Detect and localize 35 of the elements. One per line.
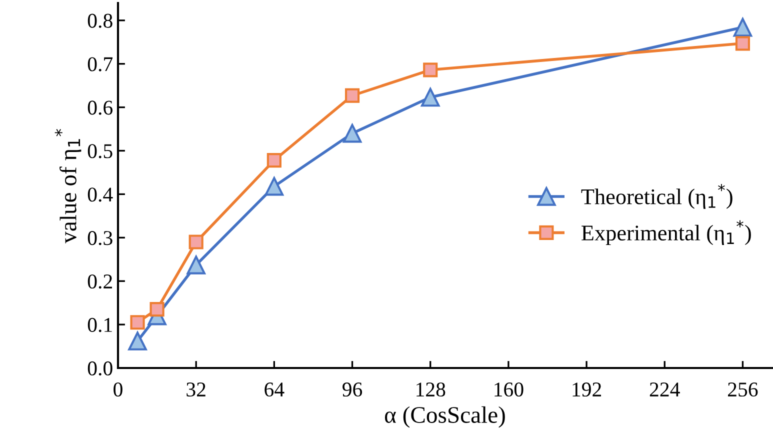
y-tick-label: 0.5	[88, 144, 112, 158]
y-tick-label: 0.2	[88, 274, 112, 289]
y-tick-label: 0.3	[88, 231, 112, 246]
legend-label: Experimental (η$_{1}$$^{*}$)	[582, 220, 751, 246]
y-tick-label: 0.7	[88, 57, 113, 72]
x-tick-label: 160	[494, 382, 524, 397]
y-tick-label: 0.6	[88, 100, 113, 115]
y-tick-label: 0.1	[88, 318, 112, 332]
x-tick-label: 128	[416, 382, 446, 397]
x-tick-label: 224	[650, 382, 680, 396]
point	[344, 88, 360, 103]
y-tick-label: 0.0	[88, 361, 112, 376]
x-tick-label: 64	[264, 382, 284, 397]
y-tick-label: 0.4	[88, 188, 113, 202]
point	[735, 36, 750, 51]
x-tick-label: 96	[342, 382, 362, 397]
point	[423, 62, 438, 78]
x-tick-label: 256	[728, 382, 758, 397]
point	[342, 124, 362, 143]
legend-label: Theoretical (η$_{1}$$^{*}$)	[581, 184, 732, 209]
point	[264, 176, 284, 196]
x-tick-label: 192	[572, 382, 602, 397]
point	[130, 315, 145, 330]
x-tick-label: 0	[114, 382, 122, 397]
point	[266, 153, 282, 168]
point	[733, 18, 752, 37]
y-axis-title: value of η$_{1}$$^{*}$	[54, 129, 82, 244]
x-axis-title: α (CosScale)	[384, 406, 505, 428]
point	[188, 234, 204, 250]
point	[186, 256, 206, 274]
point	[128, 332, 147, 350]
x-tick-label: 32	[186, 382, 206, 397]
point	[150, 302, 164, 317]
point	[420, 88, 440, 107]
y-tick-label: 0.8	[88, 14, 112, 28]
